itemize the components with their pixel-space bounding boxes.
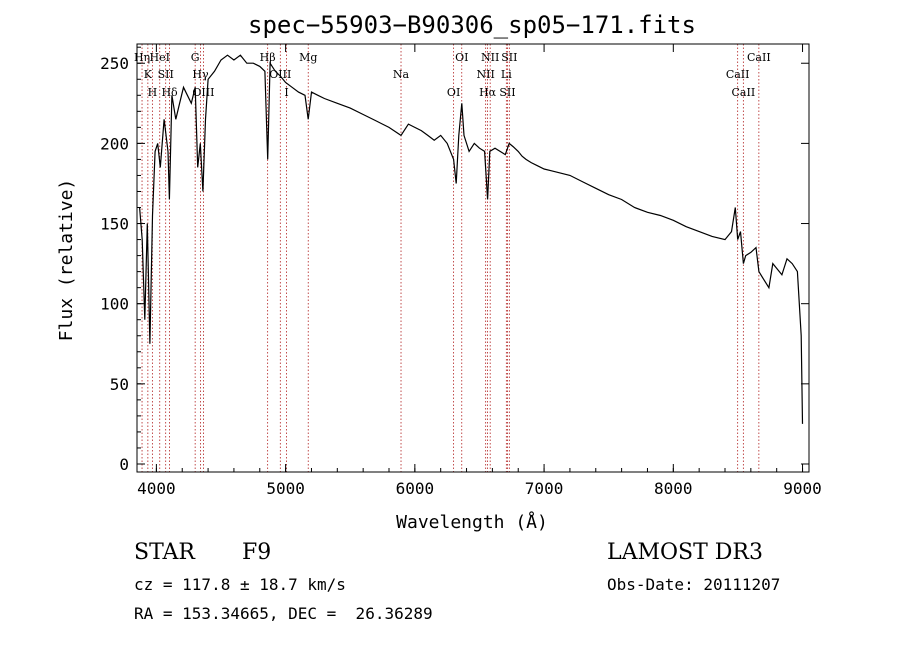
- sky-coordinates: RA = 153.34665, DEC = 26.36289: [134, 604, 433, 623]
- redshift-velocity: cz = 117.8 ± 18.7 km/s: [134, 575, 346, 594]
- x-tick-label: 4000: [137, 479, 176, 498]
- x-tick-label: 8000: [654, 479, 693, 498]
- flux-series-line: [139, 54, 804, 424]
- x-tick-label: 9000: [783, 479, 822, 498]
- marker-lines: [141, 44, 760, 472]
- x-tick-label: 6000: [396, 479, 435, 498]
- x-axis-label: Wavelength (Å): [396, 511, 548, 533]
- y-axis-ticks: 0 50 100 150 200 250: [100, 46, 809, 474]
- y-tick-label: 250: [100, 54, 129, 73]
- x-tick-label: 5000: [266, 479, 305, 498]
- plot-frame: [136, 43, 810, 473]
- marker-label: OIII: [269, 68, 291, 81]
- y-tick-label: 100: [100, 295, 129, 314]
- marker-label: SII: [501, 51, 517, 64]
- marker-label: SII: [158, 68, 174, 81]
- marker-label: H: [148, 86, 158, 99]
- object-subclass: F9: [242, 540, 272, 565]
- marker-label: OIII: [192, 86, 214, 99]
- observation-date: Obs-Date: 20111207: [607, 575, 781, 594]
- marker-label: Mg: [299, 51, 317, 64]
- marker-labels: Hη KH HeI SII Hδ G Hγ OIII Hβ OIII I Mg Na OI OI NII Hα N…: [134, 51, 771, 99]
- marker-label: Hδ: [161, 86, 178, 99]
- chart-title: spec−55903−B90306_sp05−171.fits: [248, 11, 696, 39]
- y-axis-label: Flux (relative): [56, 179, 77, 342]
- y-tick-label: 0: [119, 455, 129, 474]
- marker-label: SII: [499, 86, 515, 99]
- x-tick-label: 7000: [525, 479, 564, 498]
- marker-label: OI: [447, 86, 460, 99]
- marker-label: G: [191, 51, 200, 64]
- marker-label: HeI: [150, 51, 170, 64]
- marker-label: Na: [393, 68, 410, 81]
- y-tick-label: 50: [110, 375, 129, 394]
- marker-label: Li: [501, 68, 512, 81]
- marker-label: NII: [477, 68, 495, 81]
- marker-label: K: [144, 68, 153, 81]
- marker-label: I: [284, 86, 288, 99]
- marker-label: NII: [481, 51, 499, 64]
- marker-label: CaII: [747, 51, 771, 64]
- object-class: STAR: [134, 540, 195, 565]
- marker-label: Hγ: [192, 68, 209, 81]
- marker-label: OI: [455, 51, 468, 64]
- survey-name: LAMOST DR3: [607, 540, 763, 565]
- marker-label: CaII: [732, 86, 756, 99]
- y-tick-label: 200: [100, 134, 129, 153]
- marker-label: Hα: [479, 86, 497, 99]
- marker-label: Hη: [134, 51, 150, 64]
- marker-label: Hβ: [260, 51, 276, 64]
- y-tick-label: 150: [100, 215, 129, 234]
- x-axis-ticks: 4000 5000 6000 7000 8000 9000: [137, 44, 822, 498]
- marker-label: CaII: [726, 68, 750, 81]
